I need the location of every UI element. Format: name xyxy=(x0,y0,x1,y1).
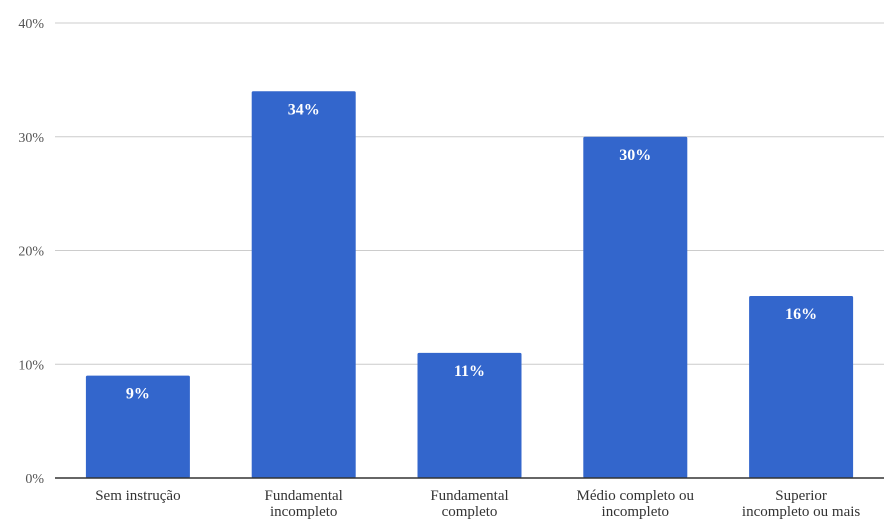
y-tick-label: 10% xyxy=(18,358,44,373)
y-tick-label: 40% xyxy=(18,17,44,32)
bar xyxy=(251,91,356,478)
x-tick-label: Fundamental xyxy=(265,488,343,504)
x-tick-label: incompleto xyxy=(270,504,338,520)
bar xyxy=(417,352,522,478)
x-tick-label: incompleto xyxy=(602,504,670,520)
bar xyxy=(583,136,688,478)
y-tick-label: 30% xyxy=(18,131,44,146)
bar xyxy=(749,296,854,478)
x-tick-label: Sem instrução xyxy=(95,488,180,504)
data-label: 30% xyxy=(619,147,651,164)
bars xyxy=(85,91,854,478)
data-label: 16% xyxy=(785,306,817,323)
x-tick-label: incompleto ou mais xyxy=(742,504,860,520)
x-tick-label: Superior xyxy=(775,488,827,504)
x-tick-label: Médio completo ou xyxy=(577,488,695,504)
x-tick-label: Fundamental xyxy=(430,488,508,504)
bar xyxy=(85,375,190,478)
y-tick-label: 0% xyxy=(25,472,44,487)
y-tick-label: 20% xyxy=(18,245,44,260)
labels: 0% 10% 20% 30% 40% 9% Sem instrução 34% Fundamen… xyxy=(18,17,860,520)
data-label: 11% xyxy=(454,363,485,380)
data-label: 9% xyxy=(126,386,150,403)
data-label: 34% xyxy=(288,101,320,118)
x-tick-label: completo xyxy=(442,504,498,520)
